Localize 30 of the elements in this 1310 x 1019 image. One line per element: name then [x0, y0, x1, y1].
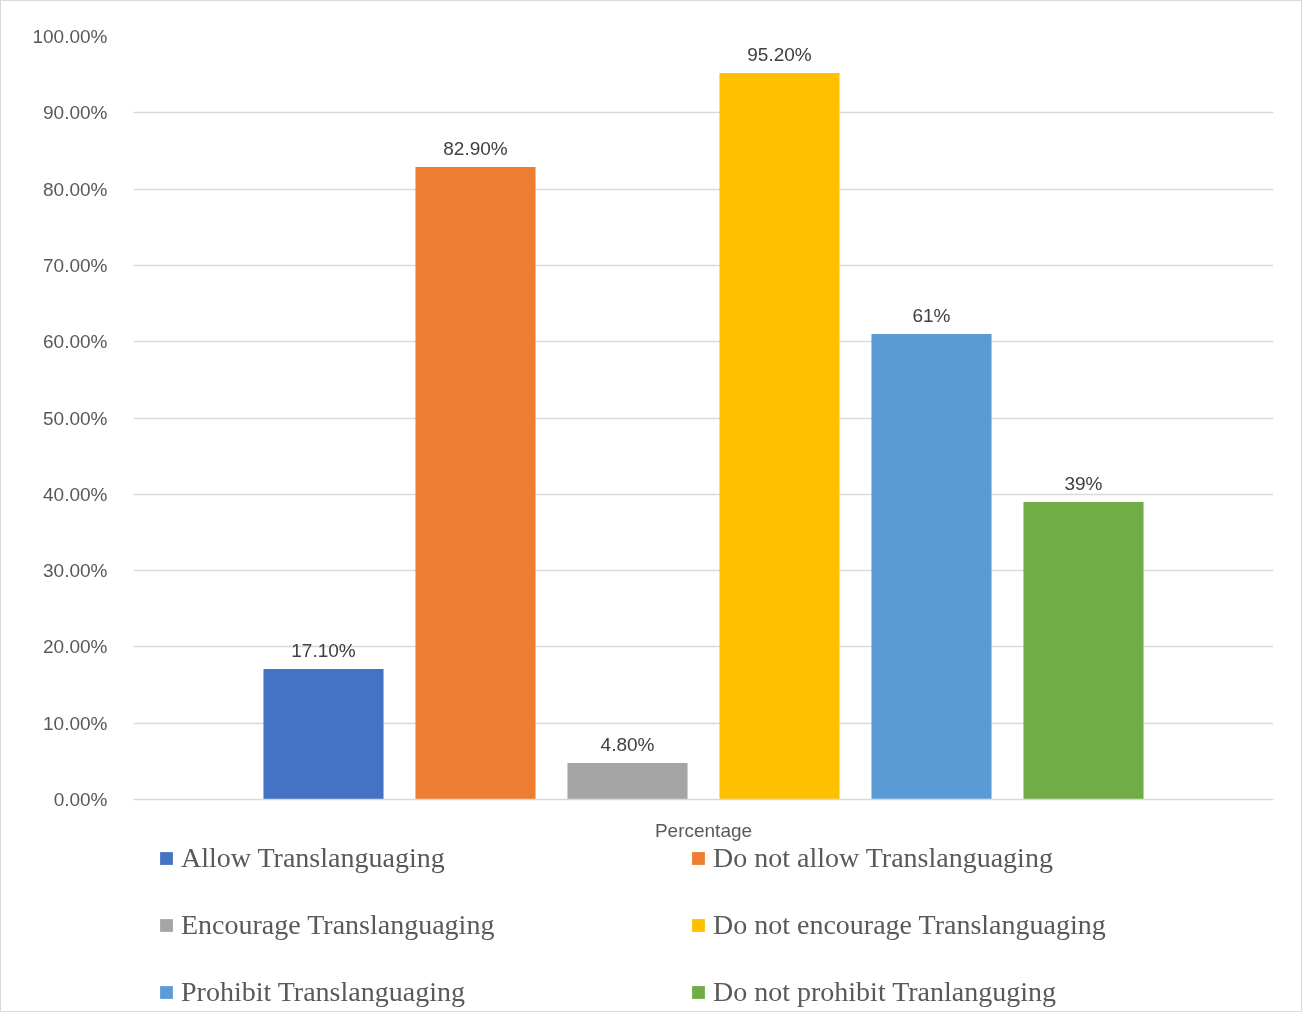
bar	[415, 166, 536, 800]
data-label: 39%	[1064, 472, 1103, 494]
legend-label: Prohibit Translanguaging	[181, 976, 466, 1008]
x-tick-label: Percentage	[654, 819, 753, 841]
bar	[871, 334, 992, 800]
legend-label: Allow Translanguaging	[181, 845, 446, 874]
legend-label: Do not prohibit Tranlanguging	[713, 976, 1057, 1008]
data-label: 61%	[912, 305, 951, 327]
y-tick-label: 40.00%	[43, 483, 108, 505]
y-tick-label: 70.00%	[43, 254, 108, 276]
legend-label: Encourage Translanguaging	[181, 909, 496, 941]
data-label: 82.90%	[443, 137, 508, 159]
data-label: 4.80%	[600, 733, 655, 755]
y-tick-label: 30.00%	[43, 560, 108, 582]
y-tick-label: 50.00%	[43, 407, 108, 429]
y-tick-label: 20.00%	[43, 636, 108, 658]
bar	[263, 669, 384, 800]
y-tick-label: 80.00%	[43, 178, 108, 200]
y-tick-label: 60.00%	[43, 331, 108, 353]
bar	[567, 762, 688, 800]
legend-label: Do not encourage Translanguaging	[713, 909, 1107, 941]
data-label: 17.10%	[291, 640, 356, 662]
y-tick-label: 0.00%	[53, 789, 108, 810]
legend-label: Do not allow Translanguaging	[713, 845, 1054, 874]
bar	[719, 73, 840, 800]
y-tick-label: 10.00%	[43, 712, 108, 734]
y-tick-label: 100.00%	[32, 26, 108, 47]
bar	[1023, 501, 1144, 800]
y-tick-label: 90.00%	[43, 102, 108, 124]
data-label: 95.20%	[747, 44, 812, 66]
